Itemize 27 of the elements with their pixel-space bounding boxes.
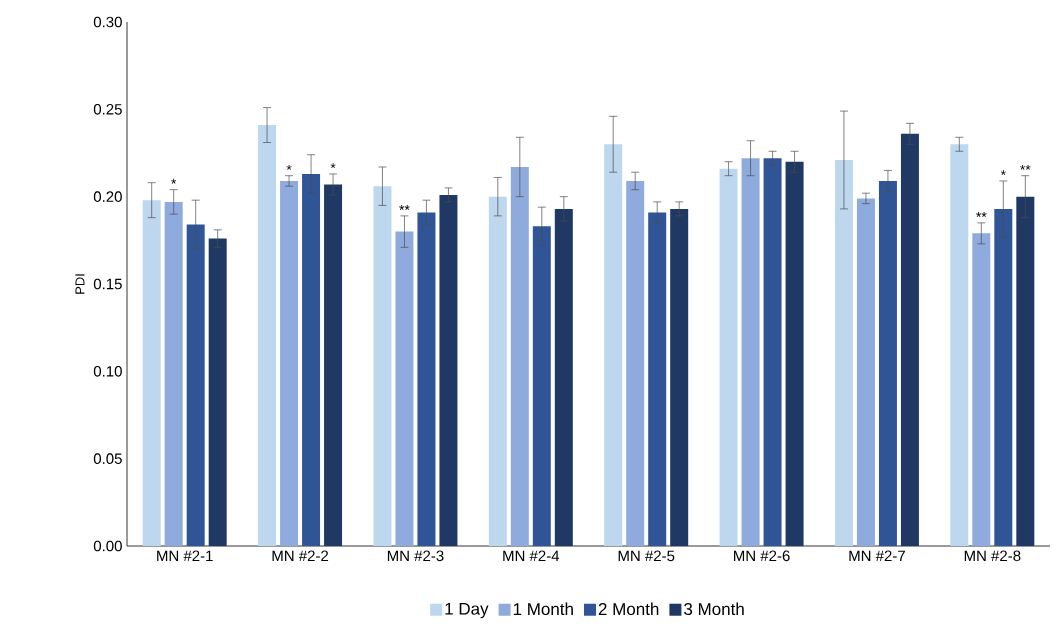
data-label: ** <box>976 212 987 217</box>
y-tick-label: 0.25 <box>93 104 122 115</box>
data-label: ** <box>399 205 410 210</box>
x-tick-label: MN #2-4 <box>503 550 560 562</box>
y-axis-title: PDI <box>75 274 85 294</box>
y-tick-label: 0.30 <box>93 16 122 28</box>
x-tick-label: MN #2-1 <box>157 550 213 562</box>
legend-label: 3 Month <box>684 602 744 616</box>
data-label: * <box>330 163 336 169</box>
legend-label: 1 Day <box>445 602 489 619</box>
y-tick-label: 0.00 <box>93 540 122 552</box>
x-tick-label: MN #2-5 <box>618 550 675 562</box>
legend-label: 2 Month <box>598 602 659 616</box>
x-tick-label: MN #2-8 <box>964 550 1021 562</box>
data-label: ** <box>1020 164 1031 170</box>
x-tick-label: MN #2-6 <box>734 550 790 562</box>
data-label: * <box>286 164 292 170</box>
y-tick-label: 0.05 <box>93 453 122 464</box>
data-label: * <box>1000 170 1006 176</box>
x-tick-label: MN #2-2 <box>272 550 329 562</box>
data-label: * <box>171 178 177 184</box>
x-tick-label: MN #2-3 <box>387 550 444 562</box>
legend-label: 1 Month <box>513 602 573 616</box>
y-tick-label: 0.20 <box>93 191 122 202</box>
x-tick-label: MN #2-7 <box>849 550 905 562</box>
y-tick-label: 0.10 <box>93 366 122 377</box>
y-tick-label: 0.15 <box>93 278 122 290</box>
